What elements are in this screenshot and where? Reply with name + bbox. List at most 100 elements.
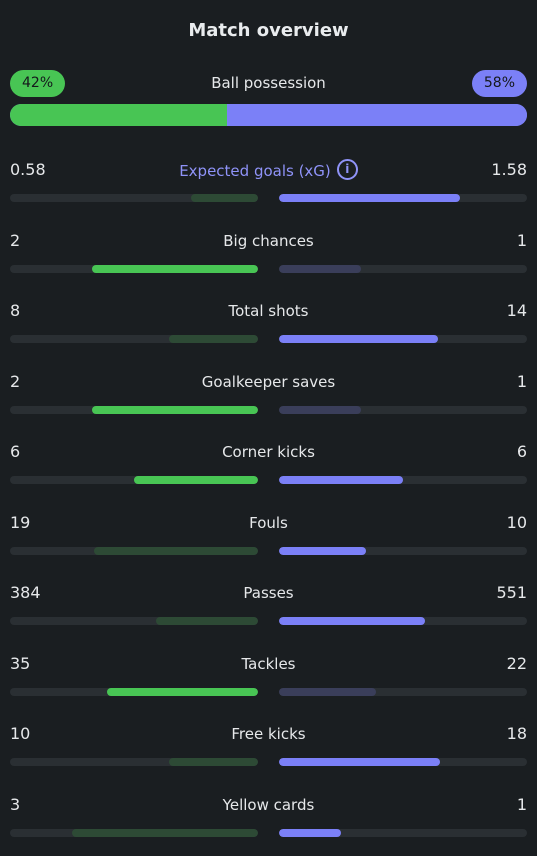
stat-values: 0.58 Expected goals (xG) i 1.58	[10, 157, 527, 183]
stat-bars	[10, 758, 527, 766]
stat-bars	[10, 335, 527, 343]
stat-label-text: Tackles	[241, 654, 296, 673]
home-bar-fill	[191, 194, 258, 202]
stat-label-text: Yellow cards	[222, 795, 315, 814]
stat-label: Corner kicks	[10, 443, 527, 461]
away-value: 1	[516, 230, 527, 250]
away-value: 1	[516, 794, 527, 814]
home-value: 2	[10, 371, 21, 391]
away-value: 22	[506, 653, 527, 673]
stat-values: 3 Yellow cards 1	[10, 792, 527, 818]
home-bar-track	[10, 476, 258, 484]
away-bar-track	[279, 546, 527, 555]
home-value: 8	[10, 301, 21, 320]
away-bar-fill	[279, 405, 361, 414]
stat-row-fouls: 19 Fouls 10	[10, 510, 527, 581]
away-bar-fill	[279, 476, 403, 484]
possession-row: 42% Ball possession 58%	[10, 70, 527, 97]
stat-values: 384 Passes 551	[10, 580, 527, 606]
away-value: 6	[516, 442, 527, 461]
home-bar-fill	[106, 687, 258, 696]
home-bar-track	[10, 687, 258, 696]
possession-bar-home	[10, 104, 228, 126]
home-bar-fill	[72, 828, 258, 837]
stat-label-text: Passes	[243, 584, 294, 602]
stat-row-corner-kicks: 6 Corner kicks 6	[10, 439, 527, 510]
away-value: 1	[516, 371, 527, 391]
stat-row-free-kicks: 10 Free kicks 18	[10, 721, 527, 792]
possession-label: Ball possession	[211, 74, 326, 92]
home-value: 6	[10, 442, 21, 461]
away-bar-fill	[279, 546, 366, 555]
away-bar-fill	[279, 687, 376, 696]
away-value: 10	[506, 512, 527, 532]
away-value: 551	[496, 583, 527, 602]
home-bar-fill	[156, 617, 258, 625]
home-bar-track	[10, 617, 258, 625]
away-bar-fill	[279, 335, 438, 343]
stat-label-text: Total shots	[228, 302, 309, 320]
home-value: 384	[10, 583, 41, 602]
home-bar-track	[10, 194, 258, 202]
stat-row-yellow-cards: 3 Yellow cards 1	[10, 792, 527, 856]
home-value: 0.58	[10, 160, 46, 179]
stat-label-text: Free kicks	[231, 725, 306, 743]
away-bar-track	[279, 194, 527, 202]
stat-row-expected-goals-xg[interactable]: 0.58 Expected goals (xG) i 1.58	[10, 157, 527, 228]
possession-bar	[10, 104, 527, 126]
away-bar-track	[279, 758, 527, 766]
stat-bars	[10, 264, 527, 273]
away-bar-fill	[279, 194, 461, 202]
stat-label: Goalkeeper saves	[10, 373, 527, 391]
stat-label: Free kicks	[10, 725, 527, 743]
away-possession-badge: 58%	[471, 70, 527, 97]
stat-label-text: Expected goals (xG)	[179, 162, 331, 180]
home-possession-badge: 42%	[10, 70, 66, 97]
stat-bars	[10, 405, 527, 414]
home-value: 19	[10, 512, 31, 532]
home-value: 10	[10, 724, 31, 743]
stat-row-passes: 384 Passes 551	[10, 580, 527, 651]
away-bar-track	[279, 687, 527, 696]
stat-label-text: Goalkeeper saves	[201, 372, 336, 391]
stat-label-text: Fouls	[249, 513, 288, 532]
away-value: 14	[506, 301, 527, 320]
home-bar-track	[10, 828, 258, 837]
stat-values: 6 Corner kicks 6	[10, 439, 527, 465]
stat-label: Passes	[10, 584, 527, 602]
stat-values: 8 Total shots 14	[10, 298, 527, 324]
away-bar-track	[279, 405, 527, 414]
stat-bars	[10, 546, 527, 555]
stat-values: 35 Tackles 22	[10, 651, 527, 677]
page-title: Match overview	[188, 20, 349, 41]
home-value: 2	[10, 230, 21, 250]
stat-label: Tackles	[10, 655, 527, 673]
away-bar-track	[279, 264, 527, 273]
stat-bars	[10, 476, 527, 484]
away-value: 1.58	[491, 160, 527, 179]
away-bar-fill	[279, 758, 441, 766]
stat-values: 10 Free kicks 18	[10, 721, 527, 747]
home-bar-fill	[168, 335, 258, 343]
stat-label: Expected goals (xG) i	[10, 159, 527, 182]
stat-bars	[10, 828, 527, 837]
stat-row-total-shots: 8 Total shots 14	[10, 298, 527, 369]
stat-label-text: Corner kicks	[222, 443, 315, 461]
home-bar-fill	[94, 546, 258, 555]
home-value: 3	[10, 794, 21, 814]
stat-row-big-chances: 2 Big chances 1	[10, 228, 527, 299]
stat-label: Total shots	[10, 302, 527, 320]
home-bar-fill	[134, 476, 258, 484]
away-value: 18	[506, 724, 527, 743]
away-bar-fill	[279, 264, 361, 273]
stat-bars	[10, 687, 527, 696]
home-bar-fill	[91, 405, 258, 414]
stat-row-goalkeeper-saves: 2 Goalkeeper saves 1	[10, 369, 527, 440]
home-bar-fill	[168, 758, 258, 766]
home-bar-track	[10, 264, 258, 273]
home-bar-track	[10, 335, 258, 343]
home-value: 35	[10, 653, 31, 673]
info-icon[interactable]: i	[336, 159, 358, 180]
home-bar-fill	[91, 264, 258, 273]
stat-label-text: Big chances	[223, 231, 314, 250]
